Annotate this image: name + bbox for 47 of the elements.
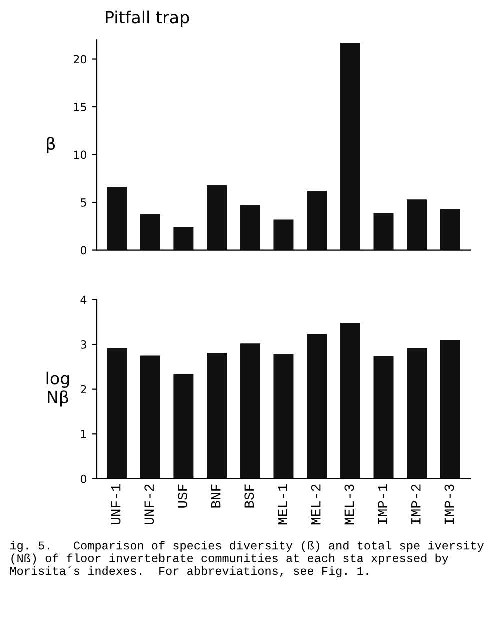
bar	[407, 348, 428, 479]
bar	[440, 209, 460, 250]
x-tick-label: IMP-2	[411, 484, 421, 524]
x-tick-label: USF	[178, 484, 188, 508]
bar	[207, 353, 228, 479]
y-tick-label: 4	[80, 296, 87, 304]
bar	[174, 227, 194, 250]
x-tick-label: BNF	[211, 484, 221, 508]
chart-title: Pitfall trap	[106, 10, 190, 27]
bar	[340, 43, 360, 250]
x-tick-label: MEL-3	[344, 484, 354, 525]
x-tick-label: MEL-1	[278, 484, 288, 525]
bar	[207, 185, 228, 250]
y-tick-label: 20	[74, 55, 87, 64]
bar	[240, 344, 260, 479]
y-tick-label: 3	[81, 340, 86, 349]
x-tick-label: BSF	[244, 484, 254, 508]
text: ig. 5. Comparison of species diversity (ß) and total spe iversity (Nß) of floor invertebrate communities at each sta xpressed by Morisita´s indexes. For abbreviations, see Fig. 1.	[10, 541, 484, 578]
bar	[174, 374, 194, 479]
y-tick-label: 1	[81, 430, 86, 438]
bar	[240, 205, 260, 250]
bar	[307, 191, 328, 250]
y-tick-label: 0	[80, 474, 87, 484]
bar	[440, 340, 460, 479]
bar	[374, 213, 394, 250]
bar	[274, 220, 294, 250]
y-tick-label: 5	[81, 198, 86, 207]
y-tick-label: 10	[74, 150, 87, 160]
x-tick-label: MEL-2	[311, 484, 321, 525]
y-axis-title: β	[47, 137, 56, 154]
bar	[374, 356, 394, 479]
bar	[274, 354, 294, 479]
bar	[307, 334, 328, 479]
bar	[140, 214, 160, 250]
x-tick-label: UNF-1	[111, 484, 121, 525]
bar	[107, 348, 128, 479]
y-tick-label: 15	[74, 103, 86, 112]
bar	[107, 187, 128, 250]
bar	[340, 323, 360, 479]
bar	[140, 356, 160, 479]
y-tick-label: 0	[80, 246, 87, 255]
x-tick-label: UNF-2	[144, 484, 154, 525]
x-tick-label: IMP-3	[444, 484, 454, 524]
y-axis-title: log Nβ	[46, 372, 70, 407]
y-tick-label: 2	[81, 385, 86, 394]
bar	[407, 200, 428, 250]
x-tick-label: IMP-1	[378, 484, 388, 524]
